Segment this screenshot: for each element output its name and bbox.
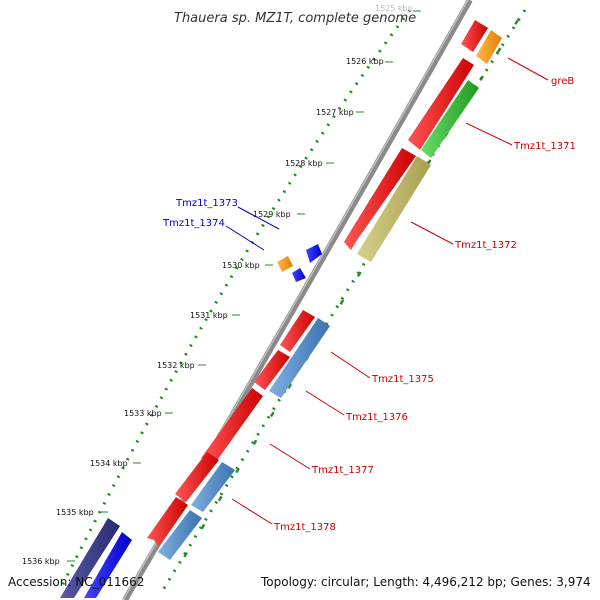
leader-line: [237, 206, 280, 230]
forward-strand-genes: [147, 20, 488, 547]
leader-line: [305, 390, 345, 416]
tick-label: 1532 kbp: [157, 361, 195, 370]
reverse-strand-genes: [60, 244, 322, 598]
gene-arrow-steelblue[interactable]: [158, 510, 202, 560]
leader-line: [465, 122, 513, 146]
tick-label: 1526 kbp: [346, 57, 384, 66]
tick-marks: [67, 10, 421, 562]
genome-summary-text: Topology: circular; Length: 4,496,212 bp…: [260, 575, 591, 589]
leader-line: [410, 221, 454, 245]
gene-arrow-steelblue[interactable]: [191, 462, 235, 512]
gene-label-tmz1t-1374[interactable]: Tmz1t_1374: [162, 218, 225, 229]
gene-arrow-blue[interactable]: [292, 268, 306, 282]
tick-label: 1536 kbp: [22, 557, 60, 566]
gene-label-tmz1t-1372[interactable]: Tmz1t_1372: [454, 240, 517, 251]
map-title: Thauera sp. MZ1T, complete genome: [174, 11, 416, 26]
gene-arrow-forward[interactable]: [280, 310, 315, 352]
gene-arrow-forward[interactable]: [461, 20, 488, 52]
tick-label: 1534 kbp: [90, 459, 128, 468]
tick-label: 1531 kbp: [190, 311, 228, 320]
gene-arrow-forward[interactable]: [254, 350, 290, 390]
leader-line: [225, 225, 265, 251]
gene-arrow-green[interactable]: [421, 80, 479, 158]
leader-line: [507, 57, 549, 81]
gc-content-track-inner: [58, 9, 412, 591]
second-ring-genes: [158, 30, 502, 560]
tick-label: 1533 kbp: [124, 409, 162, 418]
gc-content-track-outer: [158, 9, 527, 596]
tick-label: 1528 kbp: [285, 159, 323, 168]
gene-labels: greB Tmz1t_1371 Tmz1t_1372 Tmz1t_1373 Tm…: [162, 76, 576, 533]
gene-arrow-forward[interactable]: [408, 58, 474, 150]
gene-arrow-darkblue[interactable]: [60, 518, 120, 598]
gene-arrow-olive[interactable]: [357, 156, 431, 262]
gene-label-tmz1t-1375[interactable]: Tmz1t_1375: [371, 374, 434, 385]
gene-arrow-blue[interactable]: [306, 244, 322, 263]
gene-arrow-blue[interactable]: [84, 532, 132, 598]
tick-label: 1529 kbp: [253, 210, 291, 219]
tick-label: 1527 kbp: [316, 108, 354, 117]
accession-text: Accession: NC_011662: [8, 575, 144, 589]
gene-arrow-orange[interactable]: [476, 30, 502, 64]
gene-arrow-forward[interactable]: [175, 452, 219, 502]
label-leaders: [225, 57, 549, 525]
tick-labels: 1525 kbp 1526 kbp 1527 kbp 1528 kbp 1529…: [22, 4, 413, 566]
tick-label: 1525 kbp: [375, 4, 413, 13]
leader-line: [231, 498, 273, 525]
gene-label-tmz1t-1377[interactable]: Tmz1t_1377: [311, 465, 374, 476]
gene-arrow-orange[interactable]: [277, 256, 293, 272]
gene-arrow-forward[interactable]: [147, 497, 188, 547]
gene-label-tmz1t-1373[interactable]: Tmz1t_1373: [175, 198, 238, 209]
gene-arrow-forward[interactable]: [201, 388, 263, 466]
gene-label-tmz1t-1378[interactable]: Tmz1t_1378: [273, 522, 336, 533]
gene-label-tmz1t-1376[interactable]: Tmz1t_1376: [345, 412, 408, 423]
gene-label-tmz1t-1371[interactable]: Tmz1t_1371: [513, 141, 576, 152]
gene-arrow-steelblue[interactable]: [269, 318, 330, 398]
tick-label: 1535 kbp: [56, 508, 94, 517]
gene-label-greB[interactable]: greB: [551, 76, 574, 87]
gene-arrow-forward[interactable]: [344, 148, 416, 250]
leader-line: [330, 351, 371, 379]
tick-label: 1530 kbp: [222, 261, 260, 270]
leader-line: [269, 443, 311, 470]
